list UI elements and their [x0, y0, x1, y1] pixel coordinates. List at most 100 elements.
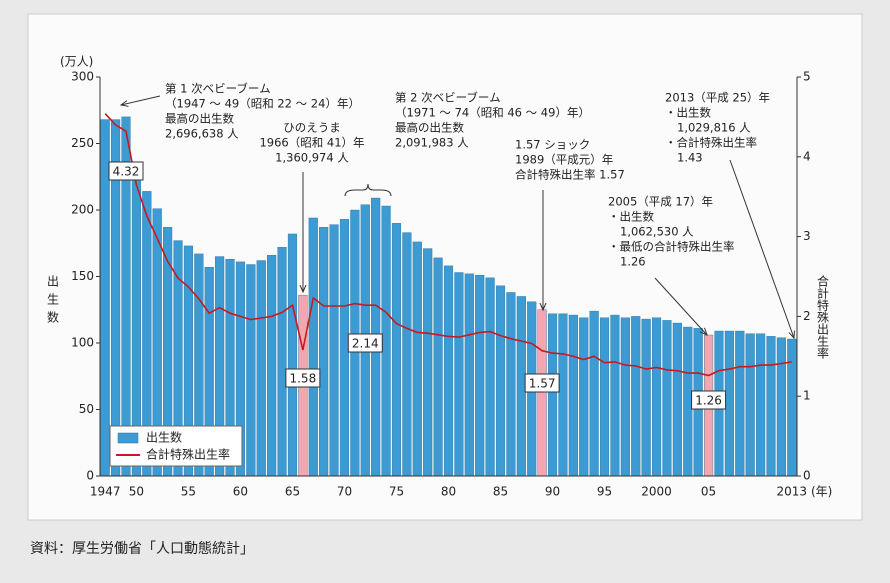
- bar: [287, 233, 298, 477]
- x-tick-label: 70: [337, 485, 352, 499]
- bar: [568, 314, 578, 477]
- bar: [599, 317, 610, 477]
- bar: [641, 318, 651, 477]
- y2-tick-label: 2: [803, 309, 811, 323]
- y-unit: (万人): [60, 55, 93, 69]
- y-tick-label: 150: [71, 269, 94, 283]
- value-label-box: [347, 333, 383, 353]
- y2-label: 合計特殊出生率: [816, 274, 830, 359]
- annotation: 2,696,638 人: [165, 127, 239, 141]
- bar: [558, 313, 568, 477]
- legend-label: 合計特殊出生率: [146, 447, 230, 462]
- bar: [402, 232, 412, 477]
- bar: [391, 223, 402, 477]
- x-unit: (年): [811, 485, 832, 499]
- bar: [620, 317, 630, 477]
- y-tick-label: 100: [71, 336, 94, 350]
- x-tick-label: 55: [181, 485, 196, 499]
- x-tick-label: 95: [597, 485, 612, 499]
- bar: [339, 219, 350, 477]
- annotation: ・合計特殊出生率: [665, 136, 757, 150]
- bar: [579, 317, 589, 477]
- annotation: 最高の出生数: [165, 112, 234, 126]
- annotation: 最高の出生数: [395, 121, 464, 135]
- bar: [485, 277, 495, 477]
- bar: [724, 330, 734, 477]
- rate-line: [104, 113, 792, 377]
- bar: [766, 336, 776, 477]
- bar: [256, 260, 266, 477]
- source: 資料：厚生労働省「人口動態統計」: [30, 541, 254, 557]
- annotation: 1,360,974 人: [275, 151, 349, 165]
- annotation: 1,062,530 人: [620, 225, 694, 239]
- x-tick-label: 90: [545, 485, 560, 499]
- bar: [506, 292, 516, 477]
- value-label: 4.32: [113, 165, 140, 179]
- value-label-box: [524, 373, 560, 393]
- bar: [631, 316, 641, 477]
- annotation: 1966（昭和 41）年: [259, 136, 364, 150]
- bar: [308, 217, 318, 477]
- bar: [329, 224, 339, 477]
- x-tick-label: 50: [129, 485, 144, 499]
- bar: [776, 337, 786, 477]
- bar: [267, 255, 277, 477]
- value-label-box: [691, 390, 727, 410]
- x-tick-label: 05: [701, 485, 716, 499]
- brace: [344, 183, 392, 197]
- y-tick-label: 300: [71, 70, 94, 84]
- y-label: 出生数: [46, 275, 60, 329]
- x-tick-label: 80: [441, 485, 456, 499]
- value-label-box: [108, 161, 144, 181]
- y2-tick-label: 5: [803, 70, 811, 84]
- bar: [423, 248, 433, 477]
- y-tick-label: 50: [79, 402, 94, 416]
- x-tick-label: 1947: [90, 485, 121, 499]
- y2-tick-label: 0: [803, 469, 811, 483]
- bar: [610, 314, 620, 477]
- value-label: 1.26: [695, 394, 722, 408]
- y-tick-label: 250: [71, 136, 94, 150]
- annotation: 1.43: [677, 151, 703, 165]
- x-tick-label: 75: [389, 485, 404, 499]
- annotation: （1947 ～ 49（昭和 22 ～ 24）年）: [165, 97, 360, 111]
- bar: [537, 309, 547, 477]
- annotation: 2013（平成 25）年: [665, 91, 770, 105]
- annotation: （1971 ～ 74（昭和 46 ～ 49）年）: [395, 106, 590, 120]
- bar: [381, 205, 391, 477]
- annotation: 1.57 ショック: [515, 138, 590, 152]
- annotation: 1,029,816 人: [677, 121, 751, 135]
- value-label-box: [285, 368, 321, 388]
- bar: [683, 326, 693, 477]
- y2-tick-label: 3: [803, 229, 811, 243]
- annotation: 1989（平成元）年: [515, 153, 613, 167]
- annotation: 第 1 次ベビーブーム: [165, 82, 271, 96]
- bar: [246, 264, 256, 477]
- annotation: 合計特殊出生率 1.57: [515, 168, 625, 182]
- x-tick-label: 2013: [777, 485, 808, 499]
- legend-label: 出生数: [146, 430, 182, 445]
- y2-tick-label: 1: [803, 389, 811, 403]
- legend: [109, 425, 243, 467]
- bar: [516, 296, 526, 477]
- bar: [277, 247, 287, 477]
- arrow: [121, 95, 161, 105]
- x-tick-label: 85: [493, 485, 508, 499]
- bar: [319, 227, 329, 477]
- bar: [547, 313, 558, 477]
- annotation: ひのえうま: [283, 121, 341, 135]
- annotation: 2,091,983 人: [395, 136, 469, 150]
- arrow: [729, 159, 794, 338]
- bar: [672, 322, 682, 477]
- bar: [589, 310, 599, 477]
- bar: [100, 119, 110, 477]
- bar: [662, 320, 672, 477]
- legend-swatch: [117, 432, 139, 444]
- bar: [756, 333, 766, 477]
- y-tick-label: 0: [86, 469, 94, 483]
- x-tick-label: 60: [233, 485, 248, 499]
- x-tick-label: 65: [285, 485, 300, 499]
- y2-tick-label: 4: [803, 149, 811, 163]
- bar: [787, 338, 797, 477]
